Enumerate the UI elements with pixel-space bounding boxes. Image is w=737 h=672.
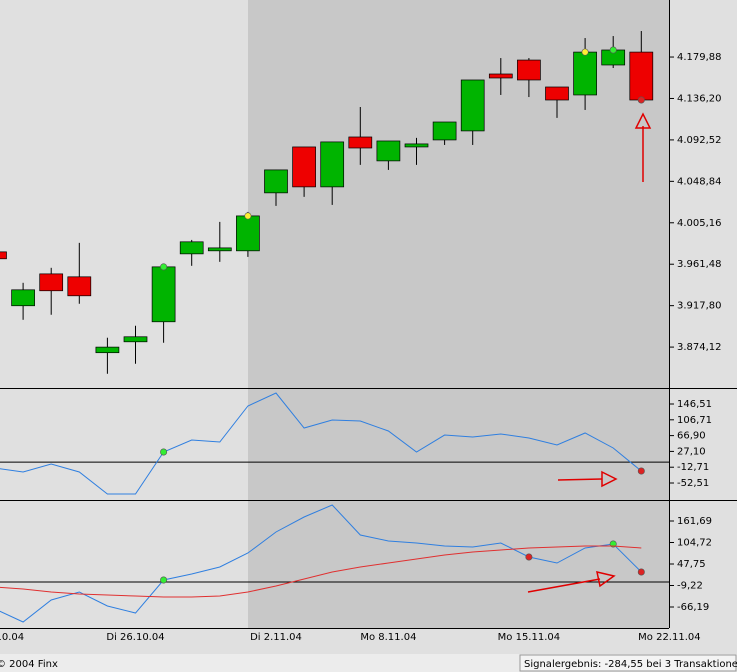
candle-body <box>151 266 176 323</box>
y-tick-label: 4.136,20 <box>677 93 722 104</box>
indicator-line <box>0 504 642 623</box>
candle-body <box>545 86 569 101</box>
footer-right: Signalergebnis: -284,55 bei 3 Transaktio… <box>524 659 737 670</box>
y-tick-label: 106,71 <box>677 415 712 426</box>
candle-body <box>517 59 541 81</box>
candle-body <box>264 169 288 194</box>
candle-body <box>11 289 35 307</box>
signal-marker <box>637 568 645 576</box>
candle-body <box>67 276 92 297</box>
indicator-line <box>0 545 642 598</box>
candle-body <box>207 247 232 252</box>
y-tick-label: 66,90 <box>677 431 706 442</box>
y-tick-label: 4.005,16 <box>677 218 722 229</box>
y-tick-label: 3.917,80 <box>677 301 722 312</box>
candle-body <box>404 143 429 148</box>
y-tick-label: 4.048,84 <box>677 176 722 187</box>
signal-marker <box>160 576 168 584</box>
candle-body <box>292 146 316 188</box>
candle-body <box>95 346 120 354</box>
x-tick-label: Mo 22.11.04 <box>638 632 700 643</box>
candle-body <box>573 51 597 96</box>
candle-body <box>348 136 373 149</box>
signal-marker <box>637 96 645 104</box>
signal-marker <box>244 212 252 220</box>
indicator-line <box>0 392 642 495</box>
status-box <box>519 654 737 672</box>
y-tick-label: 27,10 <box>677 446 706 457</box>
y-tick-label: -66,19 <box>677 602 709 613</box>
y-tick-label: 4.179,88 <box>677 52 722 63</box>
candle-body <box>629 51 654 101</box>
annotation-arrows <box>527 112 652 593</box>
x-tick-label: Di 2.11.04 <box>250 632 302 643</box>
y-tick-label: 3.874,12 <box>677 342 722 353</box>
candle-body <box>432 121 457 141</box>
y-tick-label: -52,51 <box>677 478 709 489</box>
x-tick-label: Di 26.10.04 <box>106 632 164 643</box>
arrow-head <box>596 570 616 588</box>
candle-body <box>376 140 401 162</box>
y-tick-label: 4.092,52 <box>677 135 722 146</box>
arrow-head <box>601 470 618 488</box>
signal-marker <box>160 263 168 271</box>
x-tick-label: Mo 8.11.04 <box>360 632 416 643</box>
candle-body <box>0 251 7 260</box>
candle-body <box>179 241 204 255</box>
x-tick-label: Di 19.10.04 <box>0 632 24 643</box>
candle-body <box>39 273 64 292</box>
signal-marker <box>609 46 617 54</box>
arrow <box>527 578 601 593</box>
candle-body <box>488 73 513 79</box>
signal-marker <box>160 448 168 456</box>
signal-marker <box>637 467 645 475</box>
y-tick-label: -12,71 <box>677 462 709 473</box>
candle-body <box>460 79 485 132</box>
x-tick-label: Mo 15.11.04 <box>498 632 560 643</box>
candle-body <box>320 141 345 188</box>
y-tick-label: 47,75 <box>677 559 706 570</box>
arrow <box>557 478 603 481</box>
candle-body <box>236 215 260 252</box>
y-tick-label: -9,22 <box>677 581 703 592</box>
y-tick-label: 146,51 <box>677 399 712 410</box>
arrow-head <box>634 112 652 129</box>
shaded-range <box>248 0 669 628</box>
footer-left: © 2004 Finx <box>0 659 58 670</box>
y-tick-label: 3.961,48 <box>677 259 722 270</box>
y-tick-label: 104,72 <box>677 538 712 549</box>
signal-marker <box>581 48 589 56</box>
signal-marker <box>525 553 533 561</box>
candle-body <box>123 336 148 343</box>
y-tick-label: 161,69 <box>677 516 712 527</box>
